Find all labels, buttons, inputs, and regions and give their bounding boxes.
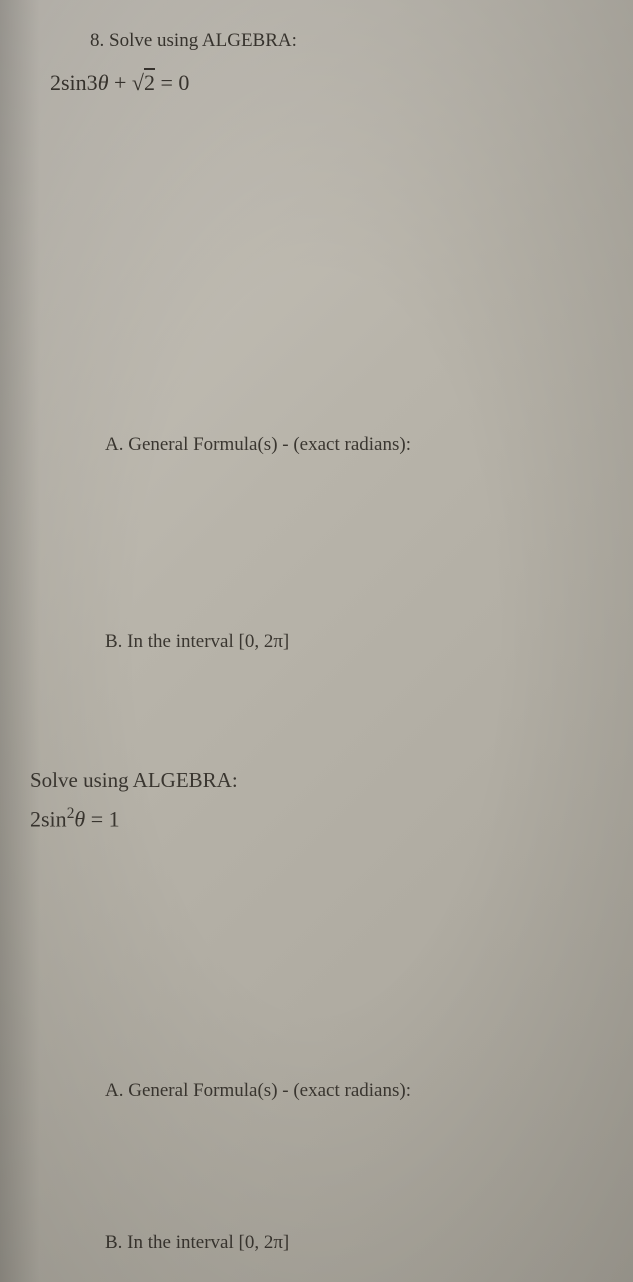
worksheet-page: 8. Solve using ALGEBRA: 2sin3θ + √2 = 0 … [0, 0, 633, 1282]
problem-9-part-a: A. General Formula(s) - (exact radians): [105, 1080, 603, 1102]
problem-8-header: 8. Solve using ALGEBRA: [90, 30, 603, 52]
problem-8-part-a: A. General Formula(s) - (exact radians): [105, 434, 603, 456]
workspace-8 [30, 104, 603, 434]
workspace-9 [30, 840, 603, 1080]
workspace-8a [30, 456, 603, 631]
problem-9-part-b: B. In the interval [0, 2π] [105, 1232, 603, 1254]
workspace-8b [30, 653, 603, 768]
problem-8-equation: 2sin3θ + √2 = 0 [50, 70, 603, 96]
workspace-9a [30, 1102, 603, 1232]
problem-8-part-b: B. In the interval [0, 2π] [105, 631, 603, 653]
problem-9-header: Solve using ALGEBRA: [30, 768, 603, 793]
problem-9-equation: 2sin2θ = 1 [30, 805, 603, 832]
